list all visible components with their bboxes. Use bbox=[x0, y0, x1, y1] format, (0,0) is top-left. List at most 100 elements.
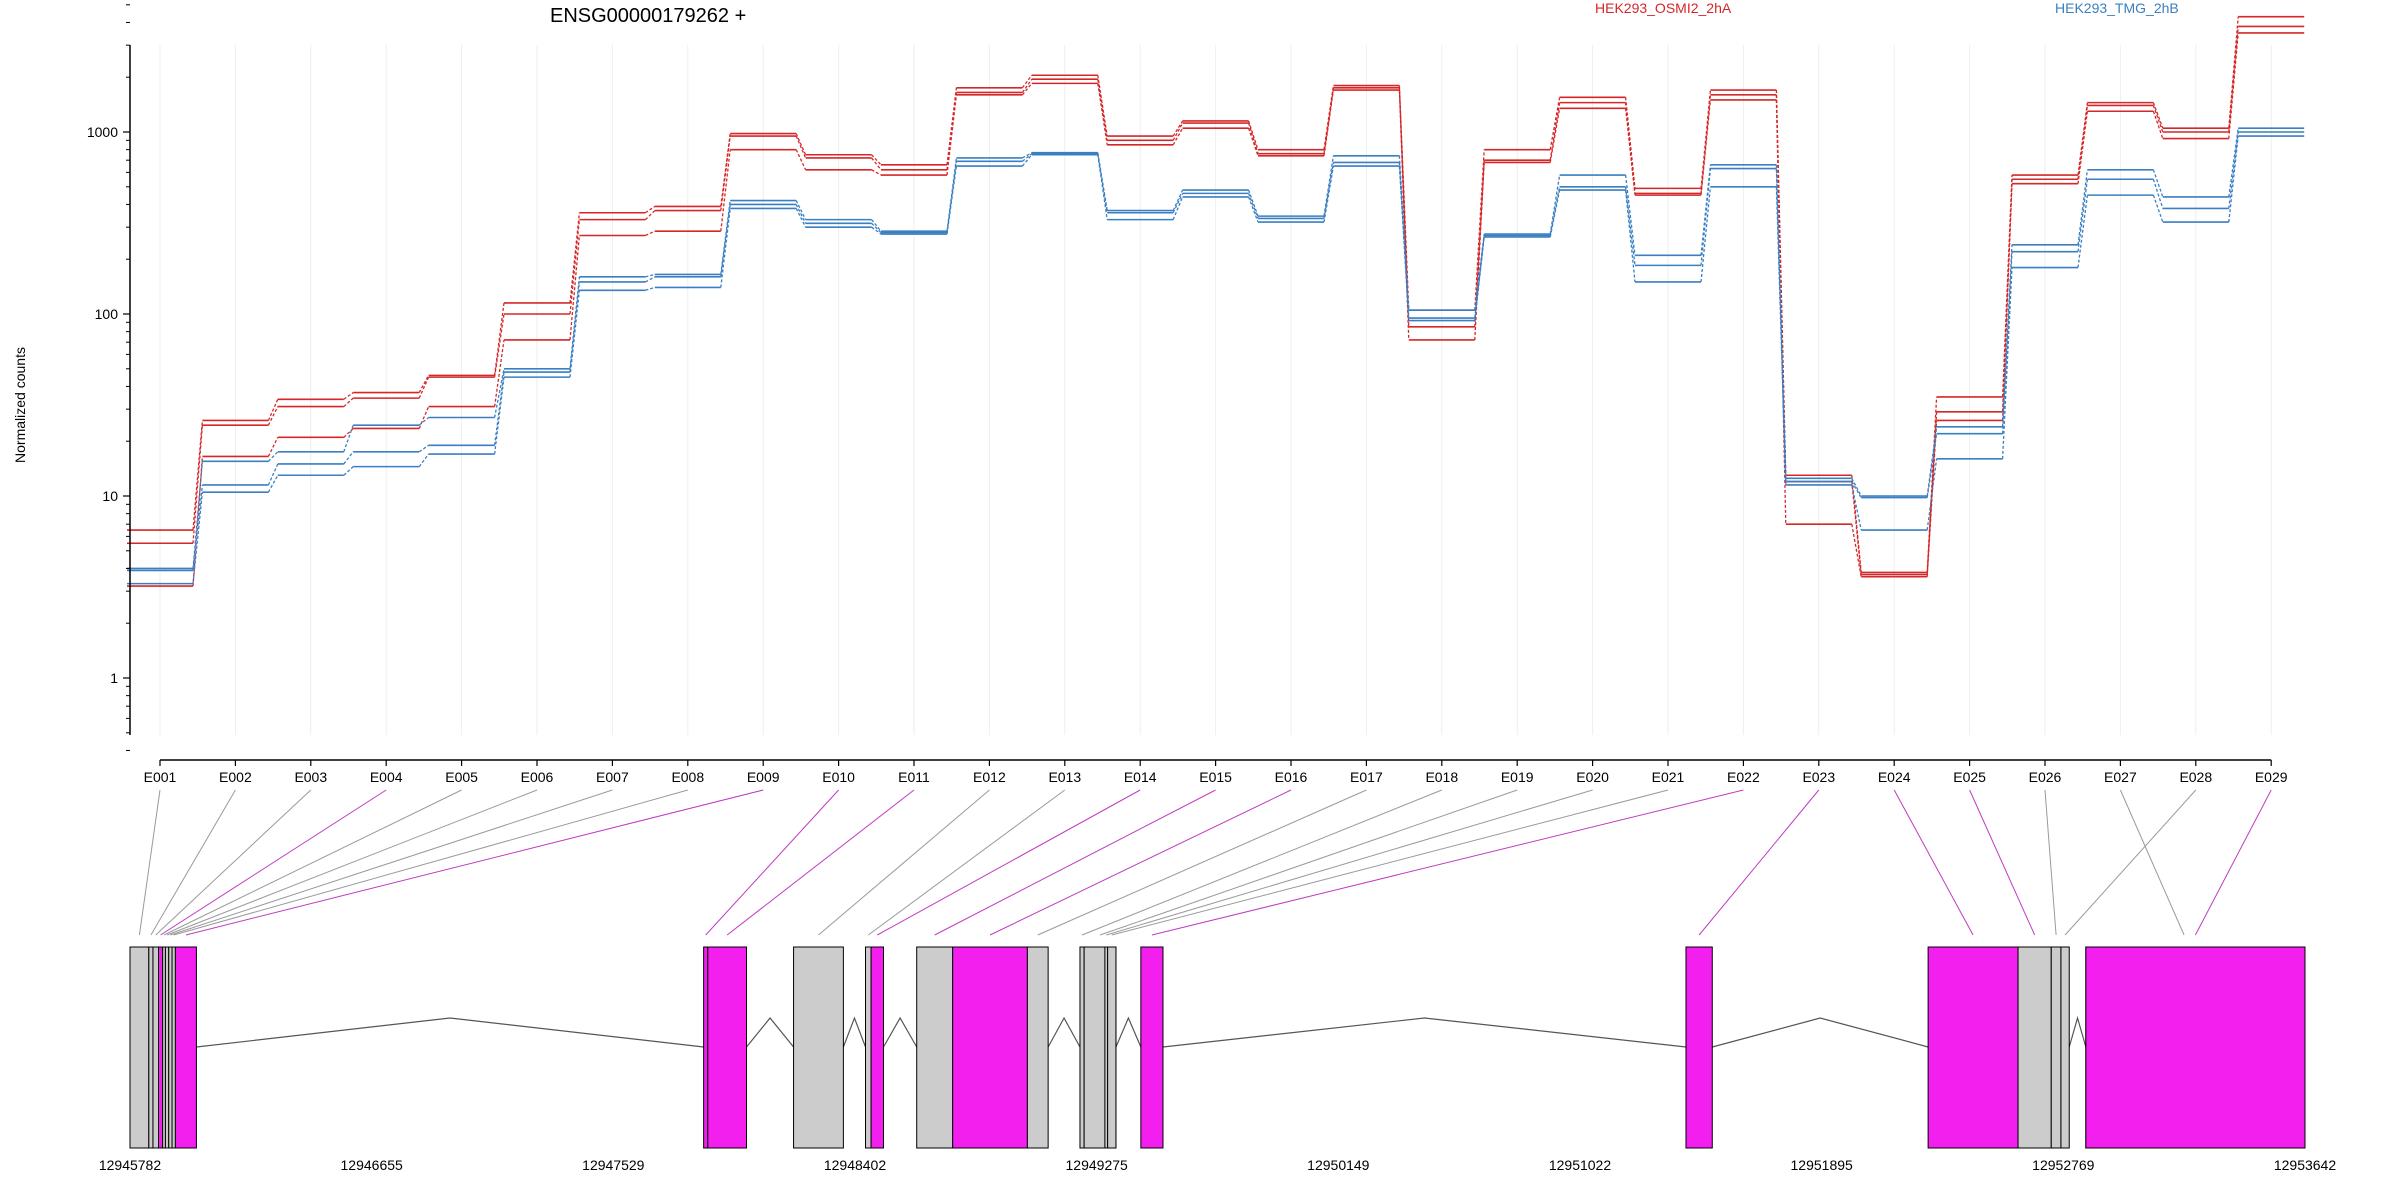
series-line-2 bbox=[127, 32, 2305, 587]
coordinate-label-12947529: 12947529 bbox=[582, 1157, 645, 1173]
series-2-step-E003 bbox=[343, 427, 354, 438]
series-3-step-E028 bbox=[2228, 128, 2239, 197]
series-5-step-E026 bbox=[2077, 195, 2089, 268]
coordinate-label-12951022: 12951022 bbox=[1549, 1157, 1612, 1173]
series-2-step-E023 bbox=[1851, 524, 1862, 577]
x-tick-label-E029: E029 bbox=[2255, 769, 2288, 785]
x-tick-label-E006: E006 bbox=[521, 769, 554, 785]
intron-line bbox=[1712, 1017, 1929, 1048]
series-1-step-E027 bbox=[2152, 105, 2164, 133]
series-1-step-E014 bbox=[1172, 122, 1184, 141]
series-4-step-E021 bbox=[1700, 168, 1712, 266]
x-tick-label-E009: E009 bbox=[747, 769, 780, 785]
connector-E003 bbox=[155, 789, 312, 936]
series-1-step-E012 bbox=[1021, 78, 1033, 93]
series-5-step-E009 bbox=[795, 208, 807, 228]
series-1-step-E005 bbox=[493, 313, 505, 378]
series-5-step-E008 bbox=[720, 208, 731, 288]
x-tick-label-E028: E028 bbox=[2179, 769, 2212, 785]
series-4-step-E018 bbox=[1474, 235, 1485, 319]
connector-E013 bbox=[867, 789, 1066, 936]
series-2-step-E010 bbox=[871, 169, 882, 176]
exon-block-E026 bbox=[2050, 946, 2062, 1149]
series-5-step-E023 bbox=[1851, 484, 1862, 531]
series-2-step-E027 bbox=[2152, 111, 2164, 139]
series-4-step-E005 bbox=[493, 371, 505, 446]
series-2-step-E005 bbox=[493, 339, 505, 407]
series-5-step-E019 bbox=[1549, 189, 1561, 238]
series-3-step-E023 bbox=[1851, 478, 1862, 497]
connector-E018 bbox=[1081, 789, 1442, 936]
series-5-step-E006 bbox=[569, 290, 581, 378]
intron-line bbox=[746, 1017, 795, 1048]
series-0-step-E002 bbox=[267, 399, 279, 421]
y-axis: 1 10 100 1000 bbox=[87, 4, 131, 751]
x-tick-label-E015: E015 bbox=[1199, 769, 1232, 785]
y-tick-label-1000: 1000 bbox=[87, 124, 118, 140]
legend-entry-osmi2: HEK293_OSMI2_2hA bbox=[1595, 0, 1732, 16]
series-5-step-E001 bbox=[192, 492, 204, 584]
series-1-step-E004 bbox=[418, 376, 430, 399]
series-0-step-E015 bbox=[1247, 120, 1259, 150]
series-1-step-E015 bbox=[1247, 122, 1259, 154]
series-0-step-E019 bbox=[1549, 97, 1561, 150]
exon-block-E014 bbox=[870, 946, 885, 1149]
series-5-step-E011 bbox=[946, 165, 958, 235]
series-5-step-E025 bbox=[2001, 267, 2013, 459]
series-5-step-E003 bbox=[343, 466, 354, 476]
series-1-step-E028 bbox=[2228, 26, 2239, 133]
exon-block-E018 bbox=[1079, 946, 1085, 1149]
x-tick-label-E025: E025 bbox=[1953, 769, 1986, 785]
exon-block-E001 bbox=[129, 946, 150, 1149]
series-0-step-E012 bbox=[1021, 74, 1033, 89]
exon-block-E028 bbox=[2060, 946, 2070, 1149]
exon-block-E013 bbox=[865, 946, 872, 1149]
series-4-step-E020 bbox=[1624, 186, 1636, 266]
x-tick-label-E005: E005 bbox=[445, 769, 478, 785]
connector-E004 bbox=[160, 789, 387, 936]
series-2-step-E011 bbox=[946, 94, 958, 176]
series-2-step-E002 bbox=[267, 437, 279, 457]
series-4-step-E015 bbox=[1247, 193, 1259, 219]
x-tick-label-E001: E001 bbox=[144, 769, 177, 785]
connector-E010 bbox=[705, 789, 839, 936]
series-0-step-E009 bbox=[795, 133, 807, 156]
connector-E021 bbox=[1111, 789, 1669, 936]
series-3-step-E012 bbox=[1022, 152, 1033, 159]
series-0-step-E001 bbox=[192, 420, 204, 531]
series-2-step-E006 bbox=[569, 235, 581, 341]
x-tick-label-E002: E002 bbox=[219, 769, 252, 785]
series-0-step-E007 bbox=[645, 205, 656, 214]
connector-E025 bbox=[1969, 789, 2036, 936]
series-4-step-E004 bbox=[418, 444, 429, 453]
series-5-step-E021 bbox=[1700, 186, 1712, 283]
series-4-step-E002 bbox=[267, 463, 279, 486]
coordinate-label-12951895: 12951895 bbox=[1791, 1157, 1854, 1173]
series-4-step-E007 bbox=[645, 276, 656, 283]
connector-E027 bbox=[2119, 789, 2185, 936]
series-0-step-E018 bbox=[1474, 149, 1485, 311]
series-0-step-E024 bbox=[1926, 396, 1938, 573]
series-5-step-E012 bbox=[1021, 154, 1033, 167]
series-2-step-E020 bbox=[1624, 108, 1636, 196]
series-4-step-E012 bbox=[1021, 153, 1033, 162]
intron-line bbox=[882, 1016, 918, 1048]
series-line-5 bbox=[127, 135, 2305, 585]
series-3-step-E005 bbox=[493, 368, 505, 418]
series-2-step-E008 bbox=[720, 149, 731, 232]
series-1-step-E021 bbox=[1700, 94, 1712, 194]
x-tick-label-E010: E010 bbox=[822, 769, 855, 785]
series-3-step-E020 bbox=[1624, 174, 1636, 256]
connector-E026 bbox=[2044, 789, 2057, 936]
connector-E015 bbox=[934, 789, 1216, 936]
series-1-step-E002 bbox=[267, 406, 279, 426]
intron-line bbox=[196, 1017, 704, 1048]
x-tick-label-E027: E027 bbox=[2104, 769, 2137, 785]
series-3-step-E001 bbox=[192, 461, 204, 569]
series-0-step-E010 bbox=[871, 154, 882, 166]
exon-block-E021 bbox=[1107, 946, 1117, 1149]
series-4-step-E026 bbox=[2077, 179, 2089, 252]
series-5-step-E024 bbox=[1926, 458, 1938, 531]
y-tick-label-10: 10 bbox=[102, 488, 118, 504]
